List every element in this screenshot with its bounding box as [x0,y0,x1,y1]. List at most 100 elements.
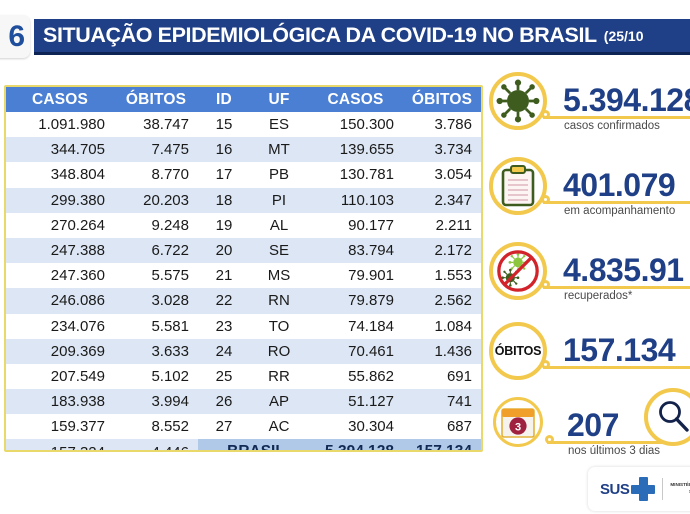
cell-obitos: 3.994 [114,389,198,415]
cell-obitos: 2.172 [403,237,481,264]
cell-obitos: 2.211 [403,212,481,238]
calendar-3-icon: 3 [493,397,543,447]
cell-casos: 79.901 [308,263,403,289]
sus-wordmark: SUS [600,480,630,498]
table-row: 16 MT 139.655 3.734 [198,137,481,163]
cell-obitos: 3.028 [114,288,198,314]
column-header-uf: UF [250,87,308,112]
obitos-label-icon: ÓBITOS [489,322,547,380]
table-row: 209.369 3.633 [6,338,198,364]
cell-obitos: 38.747 [114,112,198,138]
cell-casos: 139.655 [308,137,403,163]
cell-casos: 234.076 [6,313,114,339]
cell-id: 21 [198,263,250,289]
table-row: 270.264 9.248 [6,212,198,238]
table-row: 21 MS 79.901 1.553 [198,263,481,289]
table-left-header-row: CASOS ÓBITOS [6,87,198,112]
cell-obitos: 5.102 [114,363,198,390]
page-title-text: SITUAÇÃO EPIDEMIOLÓGICA DA COVID-19 NO B… [43,23,597,47]
cell-id: 22 [198,288,250,314]
cell-obitos: 741 [403,389,481,415]
column-header-obitos: ÓBITOS [114,87,198,112]
cell-id: 15 [198,112,250,138]
data-table-panel: CASOS ÓBITOS 1.091.980 38.747 344.705 7.475… [4,85,483,452]
cell-casos: 348.804 [6,162,114,188]
top-bar: 6 SITUAÇÃO EPIDEMIOLÓGICA DA COVID-19 NO… [0,0,690,66]
table-right: ID UF CASOS ÓBITOS 15 ES 150.300 3.786 16 MT 1… [198,87,481,450]
slide-number-badge: 6 [0,15,30,58]
cell-obitos: 9.248 [114,212,198,238]
table-row: 157.3244.446 [6,439,198,450]
cell-obitos: 3.054 [403,162,481,188]
cell-casos: 79.879 [308,288,403,314]
table-row: 299.380 20.203 [6,187,198,213]
table-left-body: 1.091.980 38.747 344.705 7.475 348.804 8.770 2… [6,112,198,450]
cell-uf: PB [250,162,308,188]
ministry-label: MINISTÉRIO DA SAÚDE [670,482,690,495]
cell-obitos: 3.786 [403,112,481,138]
cell-obitos: 5.581 [114,313,198,339]
clipboard-icon [489,157,547,215]
stat-value: 4.835.91 [563,252,684,288]
cell-casos: 159.377 [6,414,114,440]
cell-obitos: 691 [403,363,481,390]
column-header-id: ID [198,87,250,112]
cell-casos: 130.781 [308,162,403,188]
cell-obitos: 3.633 [114,338,198,364]
cell-casos: 83.794 [308,237,403,264]
table-row: 23 TO 74.184 1.084 [198,313,481,339]
table-row: 246.086 3.028 [6,288,198,314]
stat-value: 5.394.128 [563,82,690,118]
column-header-obitos: ÓBITOS [403,87,481,112]
table-row: 159.377 8.552 [6,414,198,440]
table-right-header-row: ID UF CASOS ÓBITOS [198,87,481,112]
cell-casos: 344.705 [6,137,114,163]
cell-uf: AC [250,414,308,440]
cell-id: 24 [198,338,250,364]
table-left: CASOS ÓBITOS 1.091.980 38.747 344.705 7.475… [6,87,198,450]
summary-stats-panel: 5.394.128 casos confirmados 401.079 em acom… [485,72,690,457]
cell-casos: 70.461 [308,338,403,364]
cell-casos: 209.369 [6,338,114,364]
cell-casos: 74.184 [308,313,403,339]
connector-dot [541,110,550,119]
stat-value: 157.134 [563,332,676,368]
connector-dot [545,435,554,444]
table-row: 17 PB 130.781 3.054 [198,162,481,188]
cell-casos: 246.086 [6,288,114,314]
cell-id: 23 [198,313,250,339]
table-row: 348.804 8.770 [6,162,198,188]
cell-casos: 1.091.980 [6,112,114,138]
stat-caption: nos últimos 3 dias [568,445,661,457]
cell-casos: 110.103 [308,187,403,213]
sus-logo: SUS MINISTÉRIO DA SAÚDE [588,467,690,511]
total-label: BRASIL [198,439,308,450]
cell-id: 19 [198,212,250,238]
logo-divider [662,478,664,500]
magnifier-icon [644,388,690,446]
cell-obitos: 2.562 [403,288,481,314]
no-virus-icon [489,242,547,300]
cell-id: 26 [198,389,250,415]
table-row: 25 RR 55.862 691 [198,363,481,390]
cell-obitos: 8.552 [114,414,198,440]
table-row: 26 AP 51.127 741 [198,389,481,415]
cell-id: 17 [198,162,250,188]
cell-obitos: 2.347 [403,187,481,213]
total-obitos: 157.134 [403,439,481,450]
virus-icon [489,72,547,130]
table-total-row: BRASIL 5.394.128 157.134 [198,439,481,450]
cell-id: 18 [198,187,250,213]
table-row: 15 ES 150.300 3.786 [198,112,481,138]
cell-casos: 51.127 [308,389,403,415]
cell-obitos: 20.203 [114,187,198,213]
cell-obitos: 1.084 [403,313,481,339]
table-row: 247.360 5.575 [6,263,198,289]
cell-casos: 150.300 [308,112,403,138]
table-row: 234.076 5.581 [6,313,198,339]
cell-casos: 157.324 [6,439,114,450]
cell-casos: 183.938 [6,389,114,415]
cell-obitos: 4.446 [114,439,198,450]
cell-casos: 207.549 [6,363,114,390]
cell-uf: AP [250,389,308,415]
